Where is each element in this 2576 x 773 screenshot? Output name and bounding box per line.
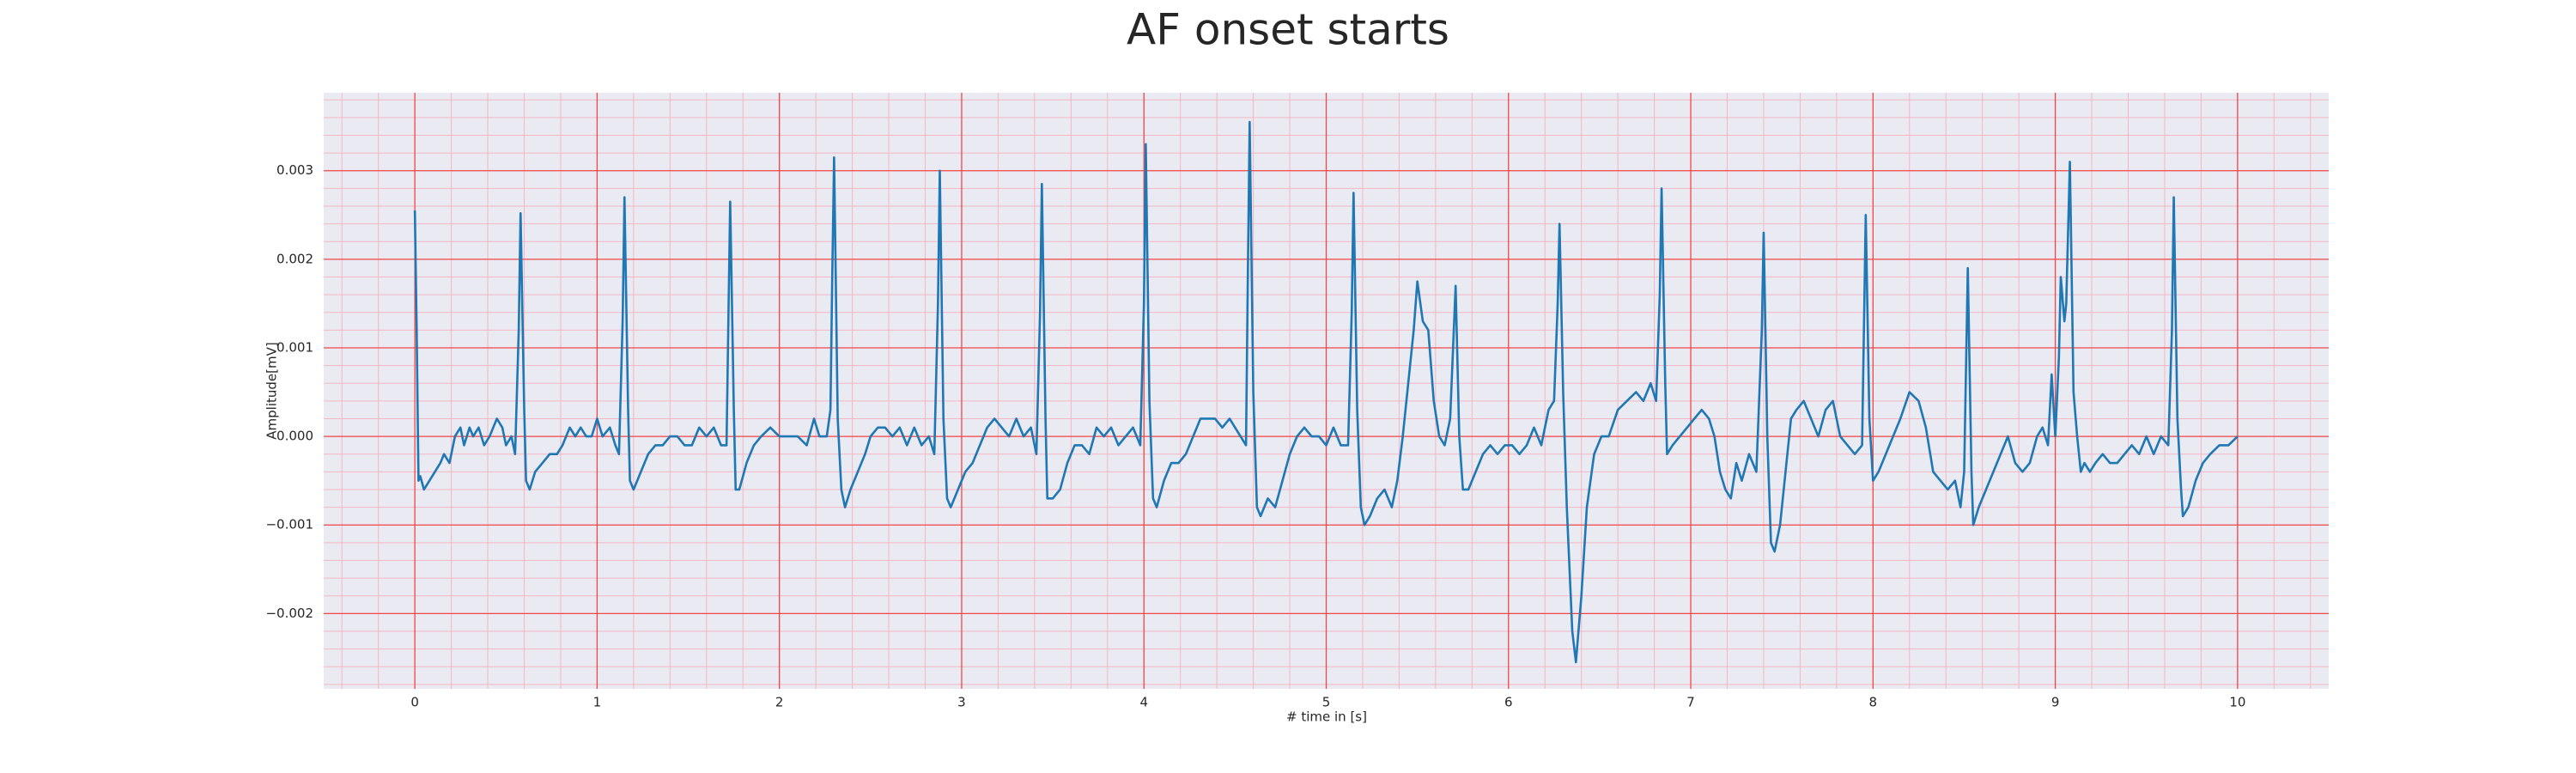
y-tick-label: 0.000 [276, 429, 313, 444]
series [413, 120, 2239, 664]
x-tick-label: 0 [410, 695, 419, 710]
y-tick-label: 0.002 [276, 251, 313, 266]
x-tick-label: 6 [1504, 695, 1513, 710]
y-tick-label: −0.002 [265, 606, 313, 621]
x-tick-label: 8 [1869, 695, 1878, 710]
y-axis-label: Amplitude[mV] [264, 342, 280, 439]
x-tick-label: 4 [1139, 695, 1148, 710]
x-tick-label: 3 [957, 695, 966, 710]
x-tick-label: 1 [593, 695, 602, 710]
chart-title: AF onset starts [1127, 5, 1449, 55]
x-tick-label: 10 [2229, 695, 2245, 710]
x-tick-label: 9 [2051, 695, 2060, 710]
x-tick-label: 2 [775, 695, 784, 710]
major-grid [324, 93, 2329, 689]
x-tick-label: 5 [1322, 695, 1331, 710]
y-tick-label: −0.001 [265, 517, 313, 533]
y-tick-label: 0.001 [276, 339, 313, 355]
x-tick-label: 7 [1686, 695, 1695, 710]
y-tick-label: 0.003 [276, 162, 313, 178]
x-axis-label: # time in [s] [1286, 709, 1367, 725]
ecg-line [413, 120, 2239, 664]
